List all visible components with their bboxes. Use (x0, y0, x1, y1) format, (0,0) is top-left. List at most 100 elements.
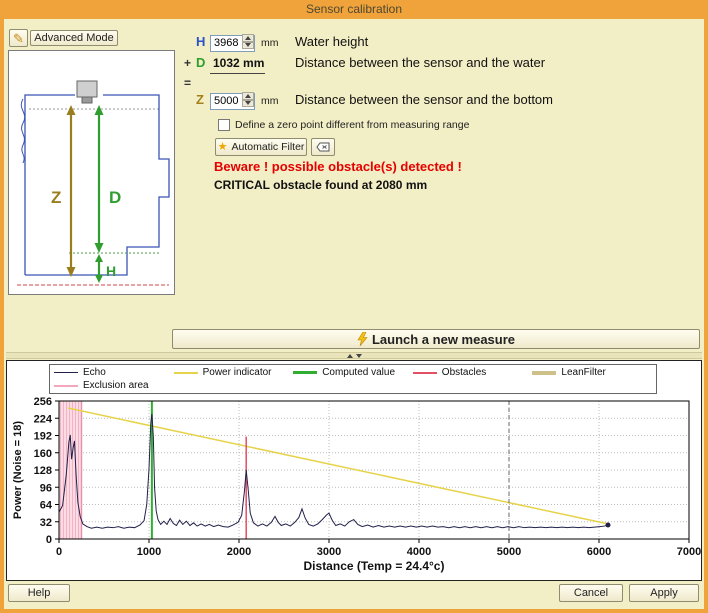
down-arrow-icon (245, 43, 251, 47)
splitter-up-arrow (347, 354, 353, 358)
z-variable-label: Z (196, 92, 204, 107)
d-arrow-head-bottom (95, 243, 104, 253)
star-icon: ★ (218, 142, 228, 153)
legend-item-power-indicator: Power indicator (174, 367, 294, 378)
measure-chart: 0100020003000400050006000700003264961281… (7, 393, 701, 561)
advanced-mode-button[interactable]: Advanced Mode (30, 30, 118, 46)
water-height-field (210, 33, 255, 50)
apply-button[interactable]: Apply (629, 584, 699, 602)
z-spin-down-button[interactable] (242, 100, 254, 108)
chart-legend: Echo Power indicator Computed value Obstacl… (49, 364, 657, 394)
legend-label: Obstacles (442, 367, 486, 378)
equals-sign: = (184, 76, 191, 90)
water-height-description: Water height (295, 34, 368, 49)
sensor-icon (77, 81, 97, 97)
legend-item-leanfilter: LeanFilter (532, 367, 652, 378)
y-tick-label: 0 (46, 534, 52, 546)
legend-item-echo: Echo (54, 367, 174, 378)
x-tick-label: 2000 (227, 546, 251, 558)
h-variable-label: H (196, 34, 205, 49)
up-arrow-icon (245, 94, 251, 98)
legend-label: Echo (83, 367, 106, 378)
clear-filter-button[interactable] (311, 138, 335, 156)
plus-sign: + (184, 56, 191, 70)
z-arrow-head-top (67, 105, 76, 115)
h-arrow-head-bottom (95, 275, 103, 283)
help-button[interactable]: Help (8, 584, 70, 602)
legend-label: Computed value (322, 367, 395, 378)
automatic-filter-label: Automatic Filter (231, 141, 304, 153)
legend-swatch (293, 371, 317, 374)
d-variable-label: D (196, 55, 205, 70)
sensor-bottom-description: Distance between the sensor and the bott… (295, 92, 553, 107)
legend-item-computed-value: Computed value (293, 367, 413, 378)
obstacle-warning-text: Beware ! possible obstacle(s) detected ! (214, 159, 462, 174)
x-tick-label: 5000 (497, 546, 521, 558)
y-tick-label: 192 (34, 431, 52, 443)
echo-line (59, 414, 608, 528)
echo-profile-curve (21, 99, 24, 163)
zero-point-checkbox[interactable] (218, 119, 230, 131)
h-arrow-head-top (95, 254, 103, 262)
window-title: Sensor calibration (0, 2, 708, 16)
cancel-label: Cancel (574, 587, 608, 599)
automatic-filter-button[interactable]: ★ Automatic Filter (215, 138, 307, 156)
legend-label: LeanFilter (561, 367, 605, 378)
y-axis-title: Power (Noise = 18) (12, 421, 24, 519)
x-tick-label: 6000 (587, 546, 611, 558)
apply-label: Apply (650, 587, 678, 599)
tank-diagram: Z D H (9, 51, 174, 294)
measure-chart-panel: Echo Power indicator Computed value Obstacl… (6, 360, 702, 581)
splitter-down-arrow (356, 354, 362, 358)
pencil-icon: ✎ (13, 32, 24, 45)
zero-point-label: Define a zero point different from measu… (235, 119, 469, 131)
sensor-head (82, 97, 92, 103)
z-unit-label: mm (261, 95, 279, 107)
echo-end-marker (606, 522, 611, 527)
diagram-d-label: D (109, 188, 121, 207)
diagram-z-label: Z (51, 188, 61, 207)
up-arrow-icon (245, 36, 251, 40)
x-tick-label: 4000 (407, 546, 431, 558)
y-tick-label: 256 (34, 396, 52, 408)
legend-swatch (532, 371, 556, 375)
diagram-h-label: H (106, 263, 116, 279)
x-tick-label: 1000 (137, 546, 161, 558)
launch-measure-button[interactable]: Launch a new measure (172, 329, 700, 349)
y-tick-label: 224 (34, 413, 53, 425)
launch-measure-label: Launch a new measure (372, 332, 515, 347)
legend-item-exclusion-area: Exclusion area (54, 380, 174, 391)
legend-label: Exclusion area (83, 380, 149, 391)
y-tick-label: 32 (40, 517, 52, 529)
cancel-button[interactable]: Cancel (559, 584, 623, 602)
down-arrow-icon (245, 101, 251, 105)
y-tick-label: 64 (40, 500, 53, 512)
h-unit-label: mm (261, 37, 279, 49)
z-spin-up-button[interactable] (242, 92, 254, 100)
lightning-icon (357, 332, 368, 346)
x-axis-title: Distance (Temp = 24.4°c) (59, 559, 689, 573)
help-label: Help (28, 587, 51, 599)
critical-obstacle-text: CRITICAL obstacle found at 2080 mm (214, 178, 427, 192)
sensor-bottom-field (210, 91, 255, 108)
sensor-water-distance-value: 1032 mm (213, 56, 264, 70)
h-spin-up-button[interactable] (242, 34, 254, 42)
x-tick-label: 3000 (317, 546, 341, 558)
sensor-calibration-window: Sensor calibration ✎ Advanced Mode (0, 0, 708, 613)
h-spin-down-button[interactable] (242, 42, 254, 50)
legend-swatch (174, 372, 198, 374)
legend-swatch (54, 372, 78, 373)
edit-mode-button[interactable]: ✎ (9, 29, 28, 47)
splitter[interactable] (6, 352, 702, 359)
advanced-mode-label: Advanced Mode (34, 32, 114, 44)
sensor-water-description: Distance between the sensor and the wate… (295, 55, 545, 70)
backspace-icon (316, 142, 330, 152)
tank-diagram-panel: Z D H (8, 50, 175, 295)
x-tick-label: 7000 (677, 546, 701, 558)
tank-outline-left (25, 95, 75, 275)
sum-line (210, 73, 265, 74)
d-arrow-head-top (95, 105, 104, 115)
x-tick-label: 0 (56, 546, 62, 558)
legend-label: Power indicator (203, 367, 272, 378)
y-tick-label: 128 (34, 465, 52, 477)
